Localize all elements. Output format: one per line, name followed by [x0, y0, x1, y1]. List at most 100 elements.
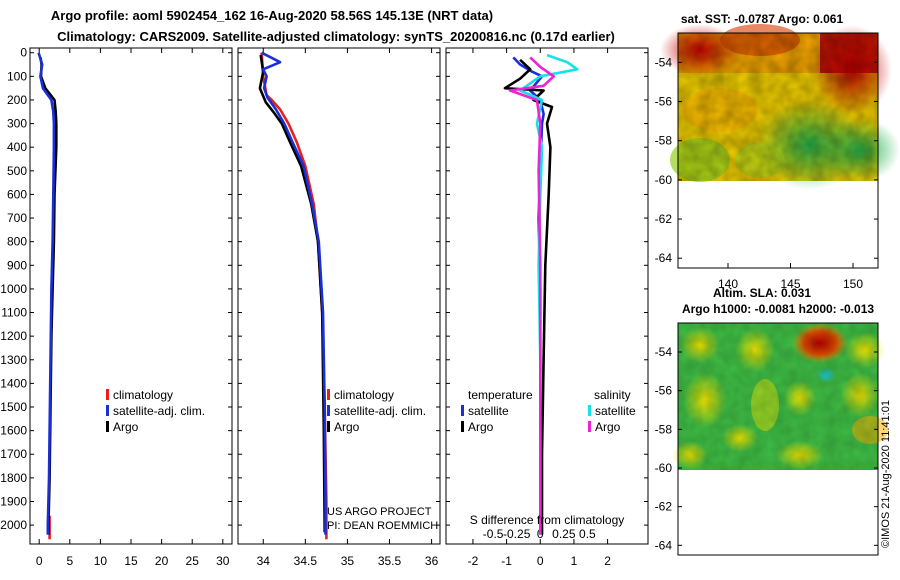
temperature-line-satellite-adj-clim-: [37, 52, 56, 535]
temperature-panel-frame: [29, 47, 233, 545]
y-tick-label: 1200: [0, 329, 27, 343]
legend-header-salinity: salinity: [594, 388, 631, 402]
difference-xlabel: S difference from climatology: [470, 513, 625, 527]
legend-swatch-argo: [106, 421, 109, 432]
y-tick-label: 0: [20, 46, 27, 60]
y-tick-label: 1600: [0, 424, 27, 438]
y-tick-label: 1000: [0, 282, 27, 296]
salinity-line-climatology: [260, 52, 328, 540]
sla-map-title: Altim. SLA: 0.031: [713, 286, 811, 300]
sst-map-ticks: -54 -56 -58 -60 -62 -64 140 145 150: [655, 55, 878, 291]
legend-label-sal-argo: Argo: [595, 420, 621, 434]
map-y-tick-label: -56: [655, 95, 673, 109]
salinity-panel-frame: [237, 47, 441, 545]
legend-label-satellite: satellite-adj. clim.: [113, 404, 205, 418]
x-tick-label: 0: [537, 554, 544, 568]
sst-map-frame: [677, 32, 879, 269]
map-y-tick-label: -64: [655, 538, 673, 552]
difference-line-salinity-argo: [508, 56, 556, 535]
sla-map-frame: [677, 322, 879, 556]
y-tick-label: 900: [7, 258, 27, 272]
map-y-tick-label: -62: [655, 500, 673, 514]
difference-panel-frame: [445, 47, 649, 545]
legend-label-satellite: satellite-adj. clim.: [334, 404, 426, 418]
legend-swatch-climatology: [327, 389, 330, 400]
difference-line-temperature-argo: [503, 58, 554, 535]
y-tick-label: 200: [7, 93, 27, 107]
x-tick-label: 35.5: [378, 554, 402, 568]
legend-label-argo: Argo: [113, 420, 139, 434]
x-tick-label: -1: [501, 554, 512, 568]
x-tick-label: 30: [216, 554, 230, 568]
legend-header-temperature: temperature: [468, 388, 533, 402]
x-tick-label: 5: [66, 554, 73, 568]
legend-swatch-satellite: [106, 405, 109, 416]
legend-label-temp-satellite: satellite: [468, 404, 509, 418]
map-y-tick-label: -60: [655, 461, 673, 475]
x-tick-label: 25: [186, 554, 200, 568]
chart-title-line1: Argo profile: aoml 5902454_162 16-Aug-20…: [51, 8, 493, 23]
map-x-tick-label: 150: [843, 277, 863, 291]
temperature-series-group: [37, 52, 58, 540]
y-tick-label: 800: [7, 235, 27, 249]
difference-series-group: [503, 53, 579, 535]
legend-swatch-sal-satellite: [588, 405, 591, 416]
imos-credit: ©IMOS 21-Aug-2020 11:41:01: [880, 400, 892, 548]
legend-label-temp-argo: Argo: [468, 420, 494, 434]
sla-map-subtitle: Argo h1000: -0.0081 h2000: -0.013: [682, 302, 874, 316]
map-y-tick-label: -58: [655, 134, 673, 148]
y-tick-label: 1400: [0, 376, 27, 390]
salinity-x-tick-label: 0.25: [552, 527, 576, 541]
temperature-legend: climatology satellite-adj. clim. Argo: [106, 388, 205, 434]
x-tick-label: 34.5: [294, 554, 318, 568]
y-tick-label: 1100: [1, 306, 27, 320]
x-tick-label: -2: [468, 554, 479, 568]
y-tick-label: 100: [7, 69, 27, 83]
y-tick-label: 1900: [0, 494, 27, 508]
map-x-tick-label: 145: [780, 277, 800, 291]
salinity-x-tick-label: -0.25: [503, 527, 531, 541]
y-tick-label: 300: [7, 117, 27, 131]
y-tick-label: 2000: [0, 518, 27, 532]
sla-map-image: [672, 323, 888, 470]
credit-project: US ARGO PROJECT: [327, 506, 432, 518]
legend-label-climatology: climatology: [334, 388, 394, 402]
legend-swatch-satellite: [327, 405, 330, 416]
sst-map-title: sat. SST: -0.0787 Argo: 0.061: [681, 12, 844, 26]
x-tick-label: 1: [571, 554, 578, 568]
legend-swatch-argo: [327, 421, 330, 432]
legend-label-sal-satellite: satellite: [595, 404, 636, 418]
y-tick-label: 600: [7, 187, 27, 201]
legend-swatch-temp-satellite: [461, 405, 464, 416]
x-tick-label: 2: [604, 554, 611, 568]
legend-label-argo: Argo: [334, 420, 360, 434]
sla-map-ticks: -54 -56 -58 -60 -62 -64: [655, 345, 878, 552]
map-y-tick-label: -64: [655, 251, 673, 265]
chart-title-line2: Climatology: CARS2009. Satellite-adjuste…: [57, 29, 615, 44]
x-tick-label: 34: [257, 554, 271, 568]
y-tick-label: 1700: [0, 447, 27, 461]
salinity-x-tick-label: -0.5: [483, 527, 504, 541]
y-tick-label: 1800: [0, 471, 27, 485]
legend-swatch-climatology: [106, 389, 109, 400]
map-y-tick-label: -58: [655, 422, 673, 436]
profile-lines: [37, 51, 579, 540]
x-tick-label: 15: [124, 554, 138, 568]
axis-ticks: 0100200300400500600700800900100011001200…: [0, 46, 648, 568]
y-tick-label: 500: [7, 164, 27, 178]
x-tick-label: 35: [341, 554, 355, 568]
y-tick-label: 700: [7, 211, 27, 225]
x-tick-label: 0: [36, 554, 43, 568]
y-tick-label: 1300: [0, 353, 27, 367]
salinity-legend: climatology satellite-adj. clim. Argo: [327, 388, 426, 434]
map-y-tick-label: -54: [655, 55, 673, 69]
map-y-tick-label: -60: [655, 173, 673, 187]
map-x-tick-label: 140: [718, 277, 738, 291]
x-tick-label: 10: [94, 554, 108, 568]
credit-pi: PI: DEAN ROEMMICH: [327, 520, 438, 532]
salinity-line-argo: [258, 54, 326, 533]
legend-label-climatology: climatology: [113, 388, 173, 402]
y-tick-label: 1500: [0, 400, 27, 414]
salinity-line-satellite-adj-clim-: [261, 51, 327, 535]
